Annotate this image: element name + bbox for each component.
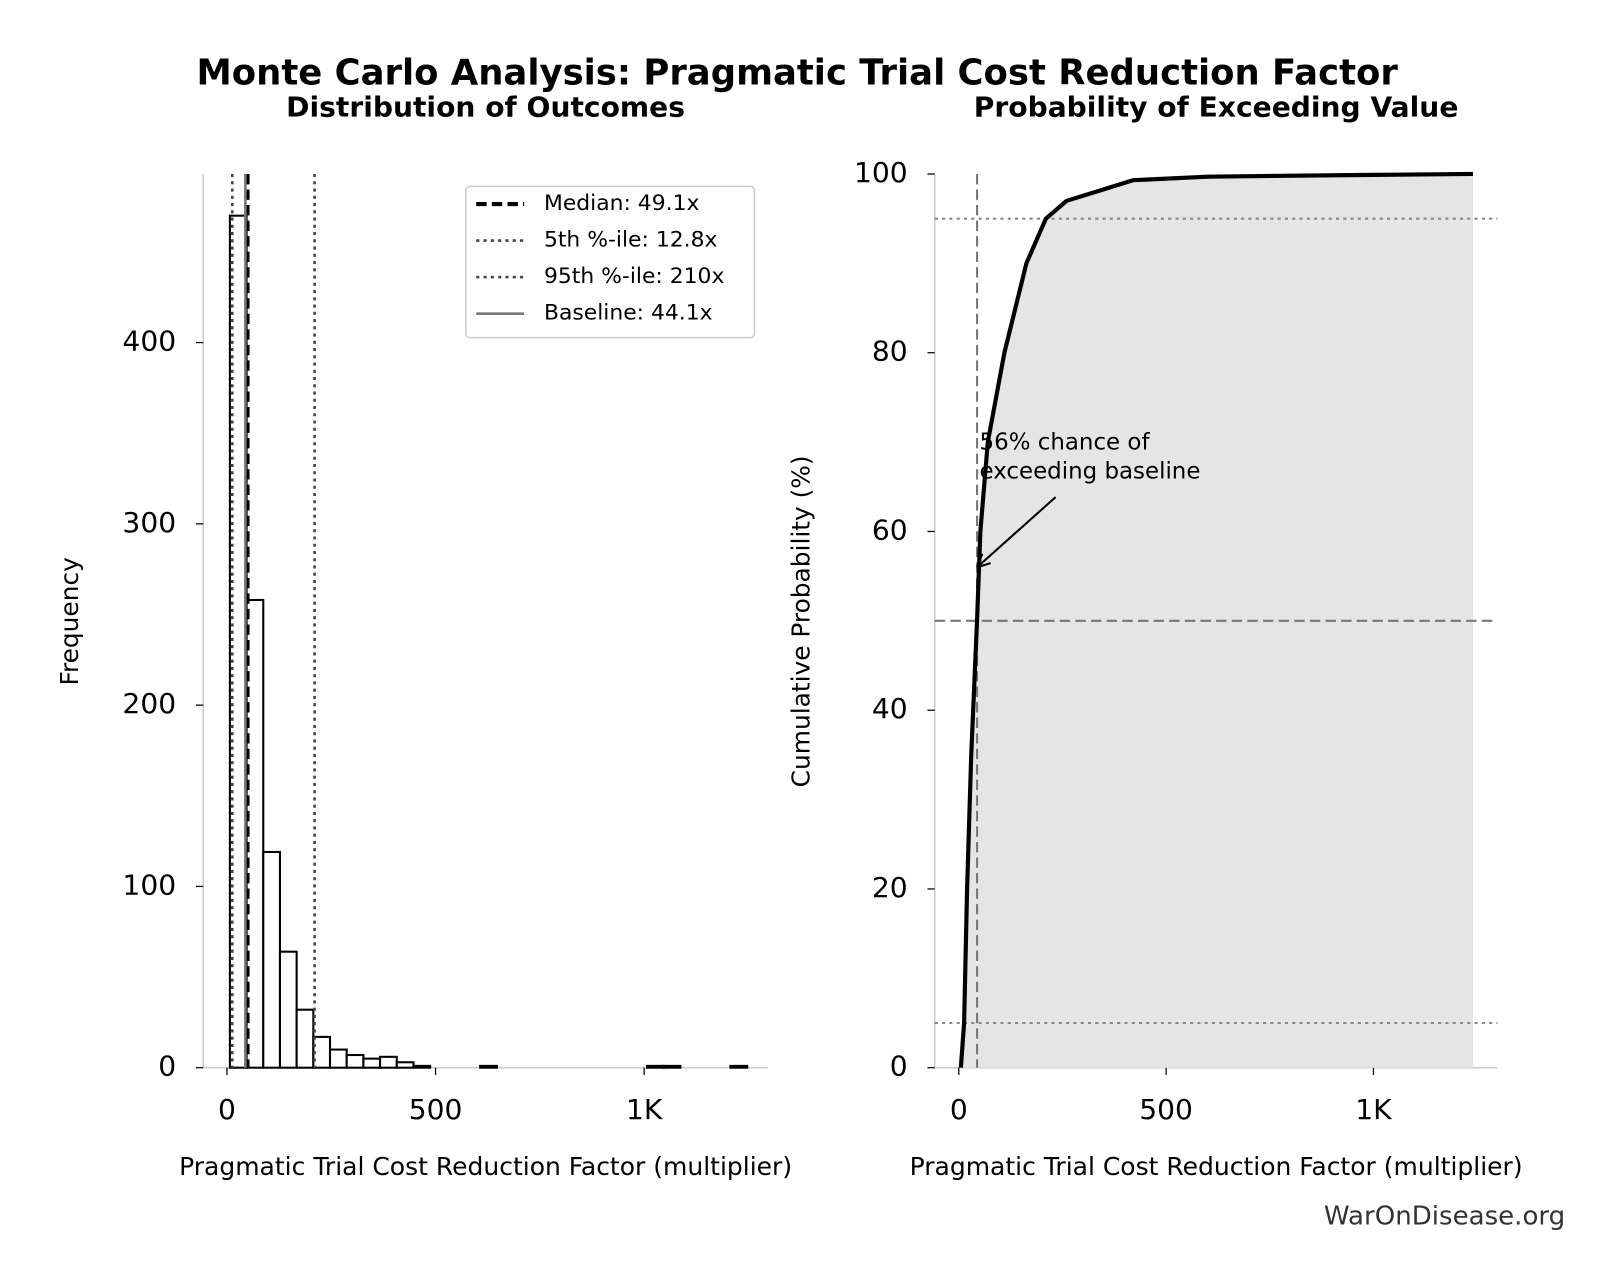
legend-label: 95th %-ile: 210x xyxy=(544,264,725,289)
x-tick-label: 1K xyxy=(626,1093,663,1126)
annotation-text: 56% chance of xyxy=(980,430,1151,456)
y-tick-label: 300 xyxy=(122,506,176,539)
bar xyxy=(262,850,281,1069)
y-tick-label: 100 xyxy=(122,868,176,901)
y-tick-label: 400 xyxy=(122,325,176,358)
bar xyxy=(345,1053,365,1069)
bar xyxy=(645,1064,665,1069)
legend-label: 5th %-ile: 12.8x xyxy=(544,228,718,253)
y-axis-label: Frequency xyxy=(55,557,84,685)
y-tick-label: 60 xyxy=(872,514,908,547)
y-tick-label: 20 xyxy=(872,871,908,904)
x-axis-label: Pragmatic Trial Cost Reduction Factor (m… xyxy=(179,1152,792,1181)
legend-label: Median: 49.1x xyxy=(544,191,700,216)
bar xyxy=(412,1064,432,1069)
y-axis-label: Cumulative Probability (%) xyxy=(786,455,815,787)
x-tick-label: 500 xyxy=(1139,1093,1193,1126)
legend-label: Baseline: 44.1x xyxy=(544,301,713,326)
figure-title: Monte Carlo Analysis: Pragmatic Trial Co… xyxy=(197,53,1399,94)
cdf-line xyxy=(958,171,1474,1068)
bar xyxy=(379,1055,398,1069)
annotation-arrow xyxy=(976,496,1057,568)
annotation-text: exceeding baseline xyxy=(980,459,1201,485)
y-tick-label: 100 xyxy=(854,156,908,189)
x-tick-label: 0 xyxy=(218,1093,236,1126)
y-tick-label: 200 xyxy=(122,687,176,720)
x-tick-label: 500 xyxy=(409,1093,463,1126)
bar xyxy=(729,1064,749,1069)
x-tick-label: 0 xyxy=(950,1093,968,1126)
x-tick-label: 1K xyxy=(1355,1093,1392,1126)
legend-box xyxy=(465,185,756,339)
bar xyxy=(479,1064,498,1069)
bar xyxy=(395,1061,415,1069)
annotation-arrowhead xyxy=(976,553,991,569)
footer: WarOnDisease.org xyxy=(1324,1201,1565,1231)
y-tick-label: 0 xyxy=(890,1050,908,1083)
bar xyxy=(328,1048,348,1069)
subplot-title: Probability of Exceeding Value xyxy=(974,91,1459,124)
bar xyxy=(362,1057,382,1069)
y-tick-label: 0 xyxy=(158,1050,176,1083)
x-axis-label: Pragmatic Trial Cost Reduction Factor (m… xyxy=(910,1152,1523,1181)
subplot-title: Distribution of Outcomes xyxy=(286,91,685,124)
y-tick-label: 40 xyxy=(872,692,908,725)
y-tick-label: 80 xyxy=(872,335,908,368)
bar xyxy=(278,950,298,1069)
bar xyxy=(295,1008,315,1069)
bar xyxy=(662,1064,682,1069)
